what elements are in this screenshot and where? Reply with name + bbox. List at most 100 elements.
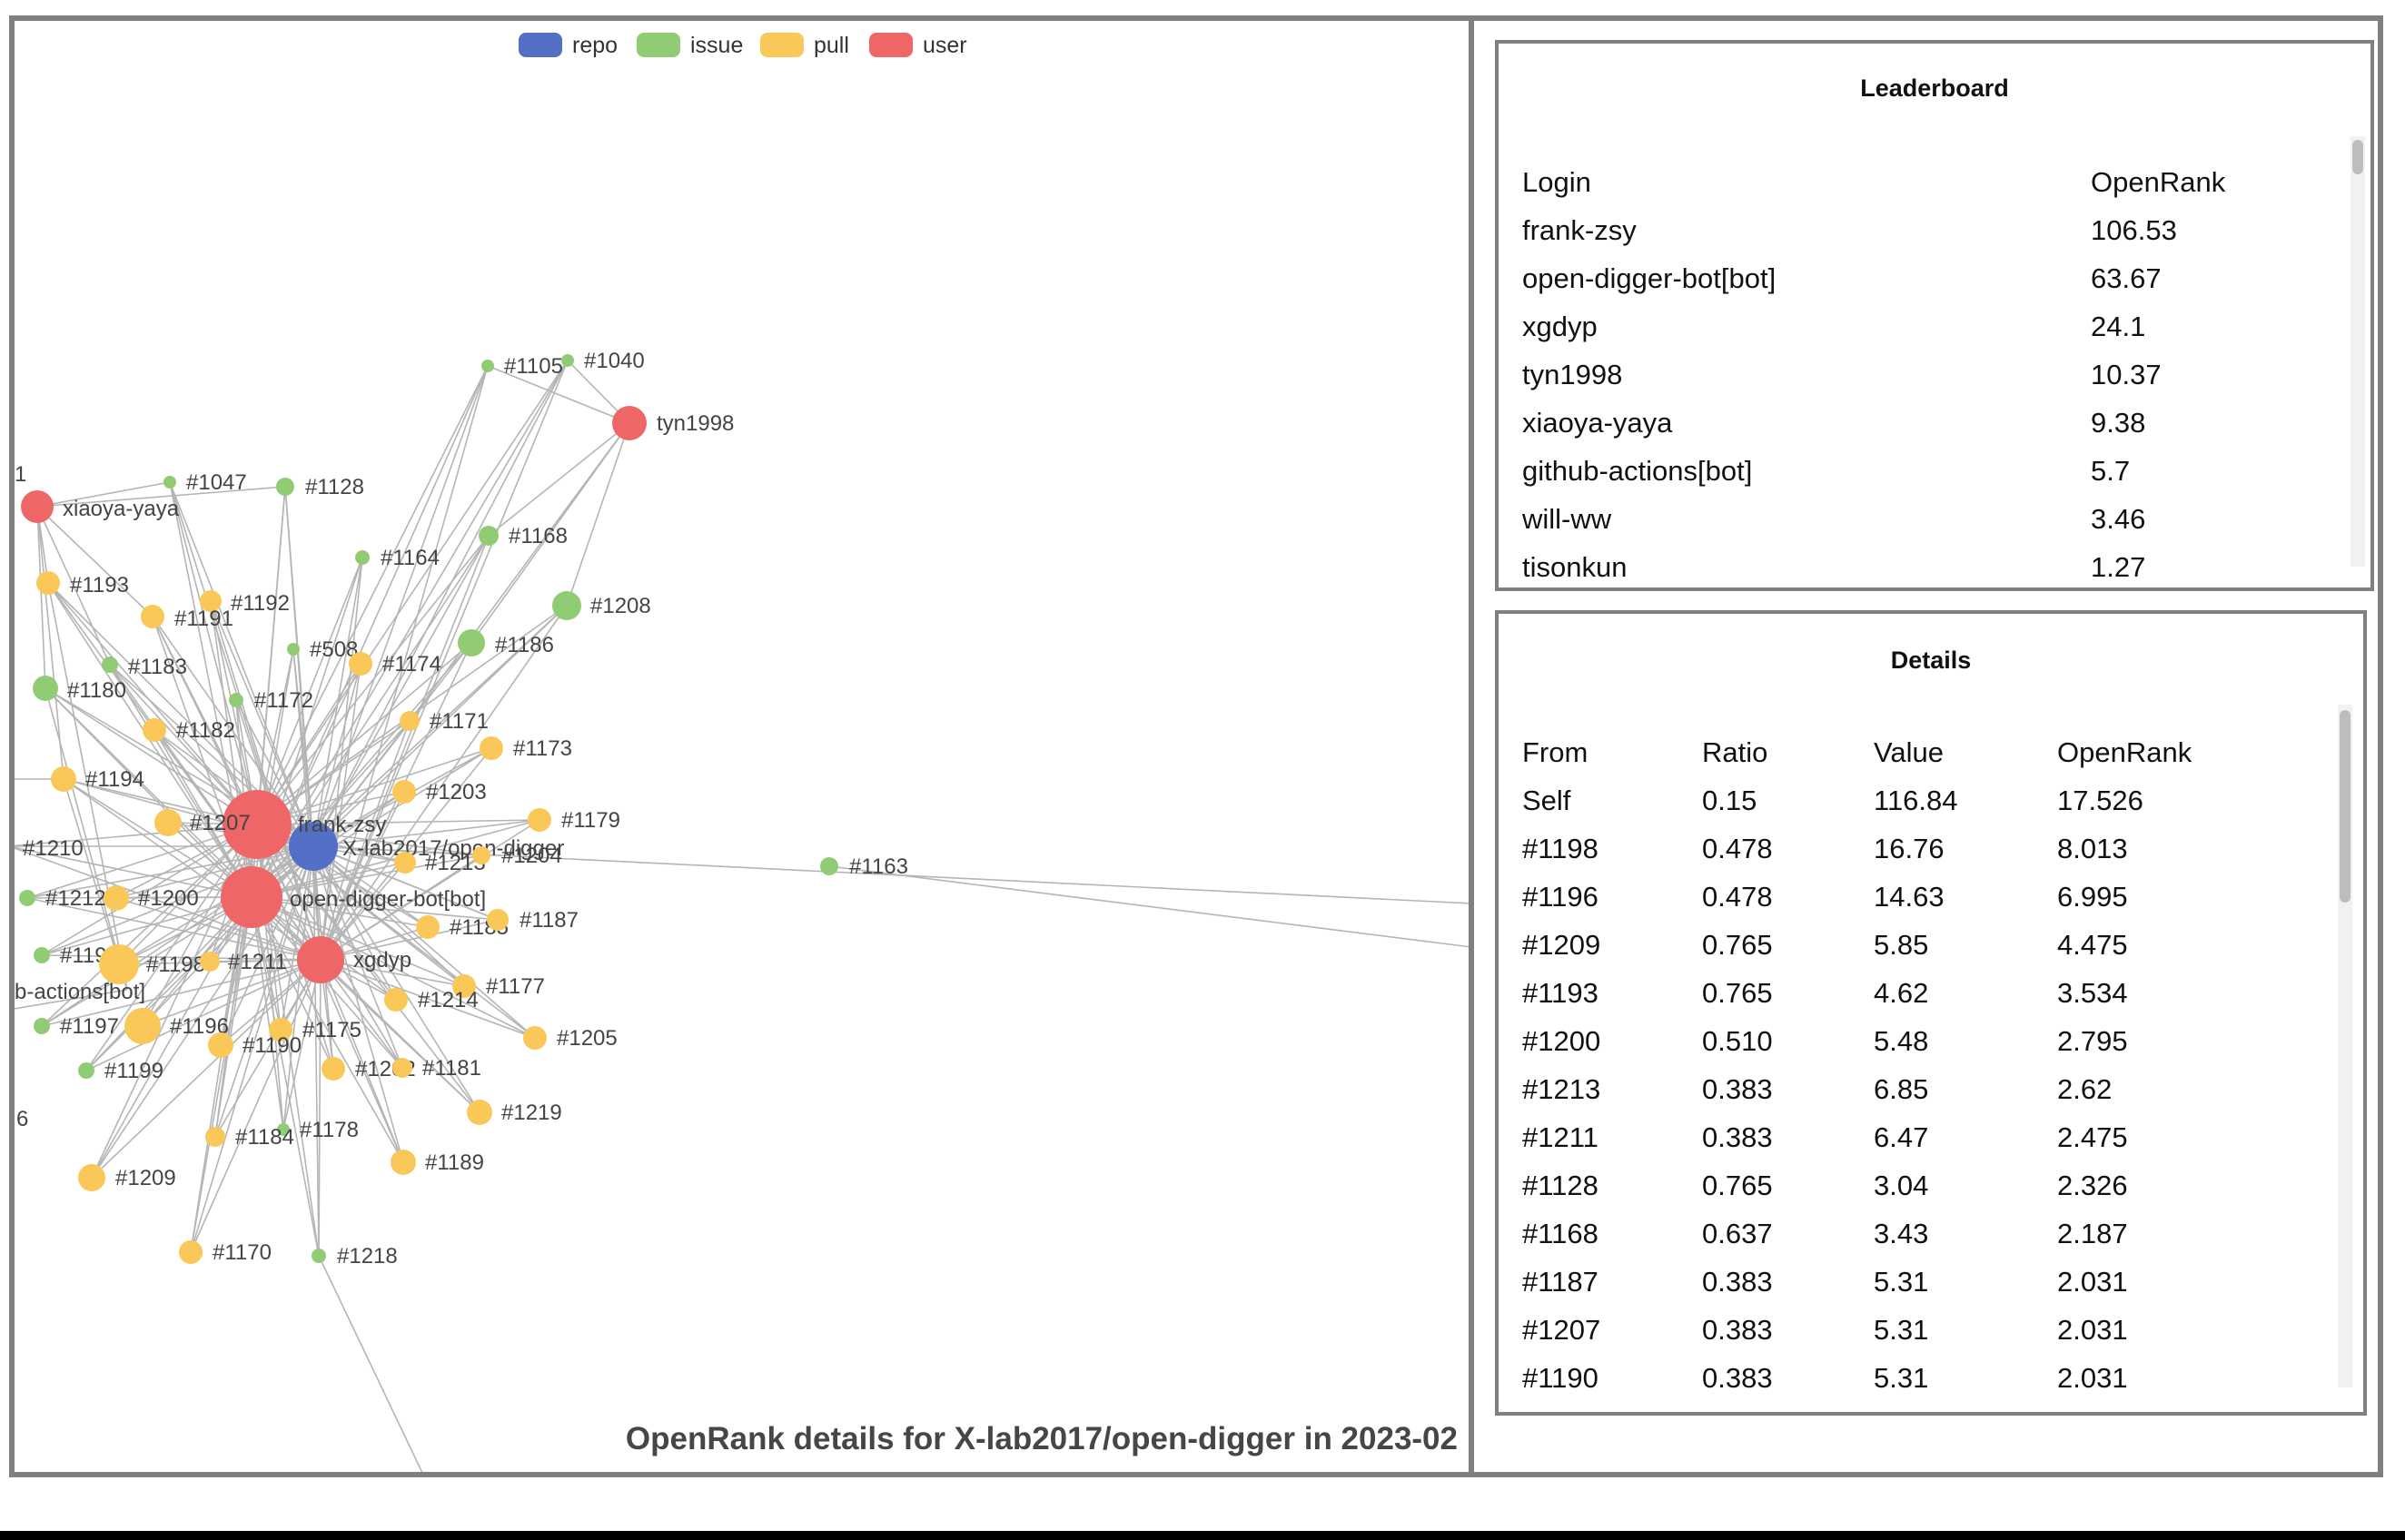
legend-swatch-user[interactable] xyxy=(869,33,913,57)
node-issue[interactable] xyxy=(479,526,499,546)
node-pull[interactable] xyxy=(528,808,551,832)
table-row[interactable]: open-digger-bot[bot] 63.67 xyxy=(1522,254,2309,302)
node-issue[interactable] xyxy=(458,629,485,656)
table-row[interactable]: #1198 0.478 16.76 8.013 xyxy=(1522,824,2275,873)
legend-swatch-pull[interactable] xyxy=(760,33,804,57)
node-issue[interactable] xyxy=(19,890,35,906)
node-pull[interactable] xyxy=(208,1032,233,1058)
table-row[interactable]: #1193 0.765 4.62 3.534 xyxy=(1522,969,2275,1017)
legend-label-pull[interactable]: pull xyxy=(814,33,849,58)
table-row[interactable]: frank-zsy 106.53 xyxy=(1522,206,2309,254)
node-pull[interactable] xyxy=(51,766,76,792)
node-user[interactable] xyxy=(21,490,54,523)
table-row[interactable]: #1213 0.383 6.85 2.62 xyxy=(1522,1065,2275,1113)
column-header-openrank[interactable]: OpenRank xyxy=(2057,735,2192,768)
table-row[interactable]: #1207 0.383 5.31 2.031 xyxy=(1522,1306,2275,1354)
node-pull[interactable] xyxy=(269,1018,292,1041)
table-row[interactable]: Self 0.15 116.84 17.526 xyxy=(1522,776,2275,824)
table-row[interactable]: #1196 0.478 14.63 6.995 xyxy=(1522,873,2275,921)
node-issue[interactable] xyxy=(229,693,243,707)
table-row[interactable]: xgdyp 24.1 xyxy=(1522,302,2309,350)
table-row[interactable]: tisonkun 1.27 xyxy=(1522,543,2309,585)
node-pull[interactable] xyxy=(416,915,440,939)
node-pull[interactable] xyxy=(200,590,222,612)
node-pull[interactable] xyxy=(392,1058,412,1078)
node-user[interactable] xyxy=(223,790,292,859)
legend-label-issue[interactable]: issue xyxy=(690,33,743,58)
table-row[interactable]: #1128 0.765 3.04 2.326 xyxy=(1522,1161,2275,1209)
table-row[interactable]: tyn1998 10.37 xyxy=(1522,350,2309,399)
node-pull[interactable] xyxy=(322,1057,345,1081)
column-header-value[interactable]: Value xyxy=(1874,735,1944,768)
legend-label-user[interactable]: user xyxy=(923,33,967,58)
table-row[interactable]: github-actions[bot] 5.7 xyxy=(1522,447,2309,495)
table-row[interactable]: #1211 0.383 6.47 2.475 xyxy=(1522,1113,2275,1161)
node-pull[interactable] xyxy=(104,885,129,911)
node-pull[interactable] xyxy=(472,846,490,864)
column-header-openrank[interactable]: OpenRank xyxy=(2091,165,2226,198)
leaderboard-scrollbar-thumb[interactable] xyxy=(2352,140,2363,174)
table-row[interactable]: #1168 0.637 3.43 2.187 xyxy=(1522,1209,2275,1258)
node-pull[interactable] xyxy=(394,852,416,874)
table-row[interactable]: #1187 0.383 5.31 2.031 xyxy=(1522,1258,2275,1306)
node-pull[interactable] xyxy=(384,988,408,1012)
node-issue[interactable] xyxy=(33,676,58,701)
node-issue[interactable] xyxy=(561,354,574,367)
node-issue[interactable] xyxy=(287,643,300,656)
node-pull[interactable] xyxy=(141,605,164,628)
column-header-ratio[interactable]: Ratio xyxy=(1702,735,1768,768)
node-user[interactable] xyxy=(612,406,647,440)
node-pull[interactable] xyxy=(391,1150,416,1175)
node-pull[interactable] xyxy=(154,809,182,836)
node-issue[interactable] xyxy=(163,476,176,489)
node-pull[interactable] xyxy=(205,1127,225,1147)
node-pull[interactable] xyxy=(349,652,372,676)
leaderboard-table-wrap[interactable]: Login OpenRank frank-zsy 106.53 open-digge… xyxy=(1522,158,2321,585)
table-row[interactable]: xiaoya-yaya 9.38 xyxy=(1522,399,2309,447)
column-header-from[interactable]: From xyxy=(1522,735,1588,768)
node-issue[interactable] xyxy=(481,360,494,372)
node-user[interactable] xyxy=(297,936,344,983)
node-issue[interactable] xyxy=(552,591,581,620)
details-table-wrap[interactable]: From Ratio Value OpenRank Self 0.15 116.84… xyxy=(1522,728,2321,1390)
node-pull[interactable] xyxy=(392,780,416,804)
node-issue[interactable] xyxy=(34,947,50,963)
node-pull[interactable] xyxy=(36,571,60,595)
network-graph[interactable]: X-lab2017/open-digger frank-zsy open-digge… xyxy=(15,21,1469,1472)
node-pull[interactable] xyxy=(200,952,220,972)
node-issue[interactable] xyxy=(277,1123,290,1136)
graph-legend[interactable]: repo issue pull user xyxy=(519,33,967,58)
node-repo[interactable] xyxy=(289,822,338,871)
node-issue[interactable] xyxy=(312,1249,326,1263)
node-pull[interactable] xyxy=(452,974,476,998)
node-issue[interactable] xyxy=(355,550,370,565)
node-pull[interactable] xyxy=(99,944,139,984)
node-pull[interactable] xyxy=(487,909,509,931)
table-row[interactable]: #1200 0.510 5.48 2.795 xyxy=(1522,1017,2275,1065)
details-scrollbar[interactable] xyxy=(2338,705,2352,1387)
legend-label-repo[interactable]: repo xyxy=(572,33,618,58)
table-row[interactable]: #1190 0.383 5.31 2.031 xyxy=(1522,1354,2275,1390)
node-pull[interactable] xyxy=(124,1008,161,1044)
node-issue[interactable] xyxy=(34,1018,50,1034)
table-row[interactable]: will-ww 3.46 xyxy=(1522,495,2309,543)
node-pull[interactable] xyxy=(480,736,503,760)
legend-swatch-repo[interactable] xyxy=(519,33,562,57)
node-issue[interactable] xyxy=(78,1062,94,1079)
column-header-login[interactable]: Login xyxy=(1522,165,1591,198)
node-pull[interactable] xyxy=(400,711,420,731)
details-scrollbar-thumb[interactable] xyxy=(2340,710,2351,903)
node-pull[interactable] xyxy=(523,1026,547,1050)
node-pull[interactable] xyxy=(179,1240,203,1264)
table-row[interactable]: #1209 0.765 5.85 4.475 xyxy=(1522,921,2275,969)
node-pull[interactable] xyxy=(467,1100,492,1125)
node-pull[interactable] xyxy=(78,1164,105,1191)
leaderboard-scrollbar[interactable] xyxy=(2351,136,2365,567)
legend-swatch-issue[interactable] xyxy=(637,33,680,57)
node-pull[interactable] xyxy=(143,718,166,742)
node-user[interactable] xyxy=(221,866,282,928)
node-issue[interactable] xyxy=(102,656,118,673)
node-issue[interactable] xyxy=(276,478,294,496)
node-issue[interactable] xyxy=(820,857,838,875)
